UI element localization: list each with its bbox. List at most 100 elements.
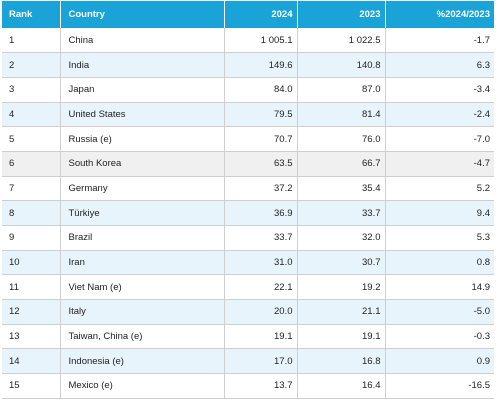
cell-2023: 81.4	[297, 102, 386, 128]
table-row: 10 Iran 31.0 30.7 0.8	[2, 250, 494, 276]
cell-rank: 12	[2, 299, 61, 325]
cell-pct: -16.5	[385, 373, 494, 399]
cell-country: Italy	[60, 299, 225, 325]
cell-2024: 31.0	[224, 250, 298, 276]
cell-pct: -1.7	[385, 28, 494, 54]
cell-2024: 20.0	[224, 299, 298, 325]
table-row: 3 Japan 84.0 87.0 -3.4	[2, 77, 494, 103]
cell-2023: 19.1	[297, 324, 386, 350]
cell-country: India	[60, 52, 225, 78]
cell-rank: 13	[2, 324, 61, 350]
cell-2023: 32.0	[297, 225, 386, 251]
cell-rank: 6	[2, 151, 61, 177]
table-row: 15 Mexico (e) 13.7 16.4 -16.5	[2, 373, 494, 399]
cell-rank: 3	[2, 77, 61, 103]
cell-country: South Korea	[60, 151, 225, 177]
cell-2023: 19.2	[297, 274, 386, 301]
cell-pct: -0.3	[385, 324, 494, 350]
cell-pct: -4.7	[385, 151, 494, 177]
table-row: 8 Türkiye 36.9 33.7 9.4	[2, 200, 494, 226]
cell-country: Taiwan, China (e)	[60, 324, 225, 350]
cell-pct: -2.4	[385, 102, 494, 128]
cell-pct: 14.9	[385, 274, 494, 301]
cell-2024: 1 005.1	[224, 28, 298, 54]
cell-pct: 5.2	[385, 176, 494, 202]
cell-2023: 33.7	[297, 200, 386, 226]
cell-2024: 84.0	[224, 77, 298, 103]
cell-pct: 6.3	[385, 52, 494, 78]
cell-rank: 9	[2, 225, 61, 251]
table-row: 1 China 1 005.1 1 022.5 -1.7	[2, 28, 494, 54]
table-row: 11 Viet Nam (e) 22.1 19.2 14.9	[2, 274, 494, 301]
table-row: 9 Brazil 33.7 32.0 5.3	[2, 225, 494, 251]
cell-2024: 63.5	[224, 151, 298, 177]
cell-2023: 30.7	[297, 250, 386, 276]
cell-2024: 79.5	[224, 102, 298, 128]
cell-rank: 5	[2, 126, 61, 152]
cell-country: United States	[60, 102, 225, 128]
cell-pct: -3.4	[385, 77, 494, 103]
cell-2024: 17.0	[224, 348, 298, 375]
table-header: Rank Country 2024 2023 %2024/2023	[2, 1, 494, 28]
table-row: 12 Italy 20.0 21.1 -5.0	[2, 299, 494, 325]
table-row: 7 Germany 37.2 35.4 5.2	[2, 176, 494, 202]
cell-country: Japan	[60, 77, 225, 103]
cell-2024: 33.7	[224, 225, 298, 251]
cell-rank: 10	[2, 250, 61, 276]
cell-rank: 2	[2, 52, 61, 78]
table-row: 14 Indonesia (e) 17.0 16.8 0.9	[2, 348, 494, 375]
cell-2023: 1 022.5	[297, 28, 386, 54]
cell-2024: 13.7	[224, 373, 298, 399]
cell-2023: 66.7	[297, 151, 386, 177]
cell-2024: 19.1	[224, 324, 298, 350]
cell-country: Viet Nam (e)	[60, 274, 225, 301]
cell-rank: 7	[2, 176, 61, 202]
cell-2024: 70.7	[224, 126, 298, 152]
cell-pct: 5.3	[385, 225, 494, 251]
cell-country: Brazil	[60, 225, 225, 251]
cell-pct: -5.0	[385, 299, 494, 325]
header-rank: Rank	[2, 1, 61, 28]
table-row: 4 United States 79.5 81.4 -2.4	[2, 102, 494, 128]
cell-2024: 149.6	[224, 52, 298, 78]
cell-2023: 16.8	[297, 348, 386, 375]
cell-2023: 87.0	[297, 77, 386, 103]
cell-rank: 1	[2, 28, 61, 54]
table-row: 2 India 149.6 140.8 6.3	[2, 52, 494, 78]
cell-2023: 76.0	[297, 126, 386, 152]
cell-country: Indonesia (e)	[60, 348, 225, 375]
cell-country: Türkiye	[60, 200, 225, 226]
cell-country: Russia (e)	[60, 126, 225, 152]
cell-pct: 9.4	[385, 200, 494, 226]
cell-2024: 37.2	[224, 176, 298, 202]
header-pct-change: %2024/2023	[385, 1, 494, 28]
cell-2023: 21.1	[297, 299, 386, 325]
header-row: Rank Country 2024 2023 %2024/2023	[2, 1, 494, 28]
table-body: 1 China 1 005.1 1 022.5 -1.7 2 India 149…	[2, 28, 494, 399]
cell-2023: 16.4	[297, 373, 386, 399]
cell-2023: 140.8	[297, 52, 386, 78]
cell-country: Mexico (e)	[60, 373, 225, 399]
cell-2024: 36.9	[224, 200, 298, 226]
cell-rank: 14	[2, 348, 61, 375]
cell-pct: 0.8	[385, 250, 494, 276]
table-row: 13 Taiwan, China (e) 19.1 19.1 -0.3	[2, 324, 494, 350]
cell-rank: 15	[2, 373, 61, 399]
header-country: Country	[60, 1, 225, 28]
header-2023: 2023	[297, 1, 386, 28]
cell-pct: 0.9	[385, 348, 494, 375]
table-row: 6 South Korea 63.5 66.7 -4.7	[2, 151, 494, 177]
table-row: 5 Russia (e) 70.7 76.0 -7.0	[2, 126, 494, 152]
cell-2024: 22.1	[224, 274, 298, 301]
cell-country: Iran	[60, 250, 225, 276]
cell-pct: -7.0	[385, 126, 494, 152]
header-2024: 2024	[224, 1, 298, 28]
cell-country: China	[60, 28, 225, 54]
cell-rank: 4	[2, 102, 61, 128]
cell-rank: 11	[2, 274, 61, 301]
cell-country: Germany	[60, 176, 225, 202]
cell-rank: 8	[2, 200, 61, 226]
cell-2023: 35.4	[297, 176, 386, 202]
